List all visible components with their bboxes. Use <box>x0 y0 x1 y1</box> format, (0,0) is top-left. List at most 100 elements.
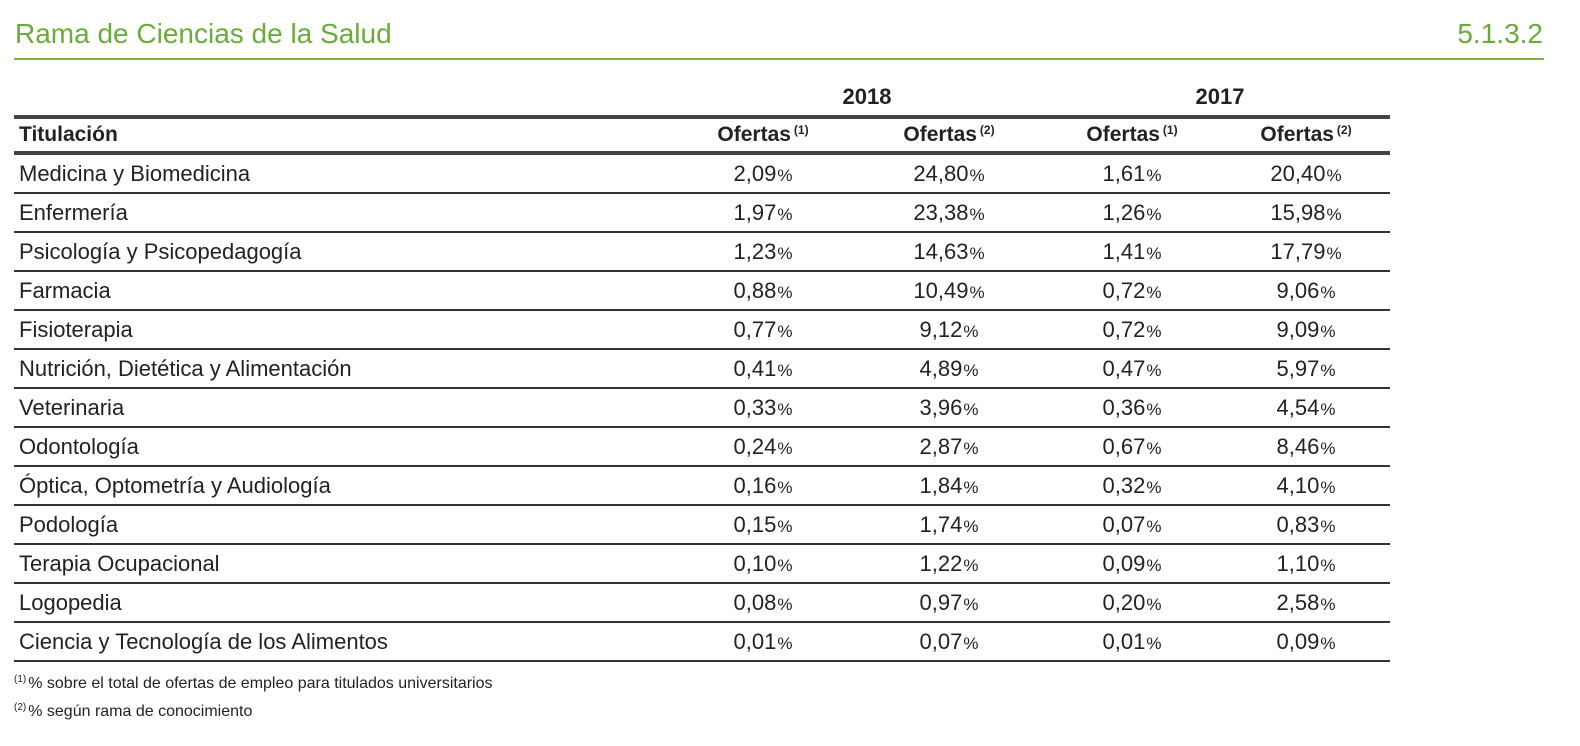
footnote-text: % según rama de conocimiento <box>28 703 253 720</box>
table-row: Psicología y Psicopedagogía 1,23% 14,63% 1,… <box>14 232 1390 272</box>
percentage-value: 0,24 <box>733 433 777 459</box>
percentage-value: 0,09 <box>1102 550 1146 576</box>
percent-sign: % <box>777 633 793 653</box>
percentage-value: 0,07 <box>1102 511 1146 537</box>
offer-percentage-cell: 0,83% <box>1222 505 1390 545</box>
table-row: Farmacia 0,88% 10,49% 0,72% 9,06% <box>14 271 1390 311</box>
percent-sign: % <box>777 438 793 458</box>
column-header-offers-2017-1: Ofertas (1) <box>1042 115 1222 155</box>
page-title: Rama de Ciencias de la Salud <box>15 18 392 49</box>
percentage-value: 0,72 <box>1102 316 1146 342</box>
percent-sign: % <box>1146 282 1162 302</box>
percent-sign: % <box>777 516 793 536</box>
offer-percentage-cell: 0,01% <box>1042 622 1222 662</box>
percent-sign: % <box>1146 555 1162 575</box>
year-2017-label: 2017 <box>1195 84 1245 109</box>
degree-name-cell: Veterinaria <box>14 388 670 428</box>
offer-percentage-cell: 4,54% <box>1222 388 1390 428</box>
table-row: Fisioterapia 0,77% 9,12% 0,72% 9,09% <box>14 310 1390 350</box>
degree-name-cell: Medicina y Biomedicina <box>14 153 670 194</box>
offer-percentage-cell: 3,96% <box>856 388 1042 428</box>
percentage-value: 1,41 <box>1102 238 1146 264</box>
offer-percentage-cell: 0,32% <box>1042 466 1222 506</box>
percentage-value: 10,49 <box>913 277 969 303</box>
offer-percentage-cell: 1,10% <box>1222 544 1390 584</box>
percent-sign: % <box>963 321 979 341</box>
percentage-value: 0,47 <box>1102 355 1146 381</box>
percentage-value: 1,74 <box>919 511 963 537</box>
percent-sign: % <box>963 594 979 614</box>
percentage-value: 0,36 <box>1102 394 1146 420</box>
table-row: Odontología 0,24% 2,87% 0,67% 8,46% <box>14 427 1390 467</box>
percentage-value: 2,09 <box>733 160 777 186</box>
offer-percentage-cell: 0,47% <box>1042 349 1222 389</box>
percentage-value: 2,87 <box>919 433 963 459</box>
percent-sign: % <box>1146 438 1162 458</box>
percentage-value: 0,32 <box>1102 472 1146 498</box>
degree-name-cell: Farmacia <box>14 271 670 311</box>
percent-sign: % <box>1146 204 1162 224</box>
column-header-offers-2018-2: Ofertas (2) <box>856 115 1042 155</box>
percent-sign: % <box>963 555 979 575</box>
offer-percentage-cell: 2,58% <box>1222 583 1390 623</box>
column-header-label: Ofertas <box>1260 123 1334 146</box>
percent-sign: % <box>1320 555 1336 575</box>
offer-percentage-cell: 0,97% <box>856 583 1042 623</box>
percentage-value: 0,83 <box>1276 511 1320 537</box>
degree-name-cell: Fisioterapia <box>14 310 670 350</box>
percent-sign: % <box>969 165 985 185</box>
percent-sign: % <box>1146 477 1162 497</box>
offer-percentage-cell: 1,22% <box>856 544 1042 584</box>
percent-sign: % <box>1326 204 1342 224</box>
percent-sign: % <box>777 399 793 419</box>
degree-name-cell: Odontología <box>14 427 670 467</box>
percentage-value: 8,46 <box>1276 433 1320 459</box>
percent-sign: % <box>1320 399 1336 419</box>
percentage-value: 1,23 <box>733 238 777 264</box>
offer-percentage-cell: 0,01% <box>670 622 856 662</box>
percentage-value: 0,15 <box>733 511 777 537</box>
table-row: Ciencia y Tecnología de los Alimentos 0,0… <box>14 622 1390 662</box>
footnote-mark: (2) <box>14 702 27 713</box>
offer-percentage-cell: 23,38% <box>856 193 1042 233</box>
table-row: Nutrición, Dietética y Alimentación 0,41%… <box>14 349 1390 389</box>
table-row: Enfermería 1,97% 23,38% 1,26% 15,98% <box>14 193 1390 233</box>
offer-percentage-cell: 0,20% <box>1042 583 1222 623</box>
offer-percentage-cell: 0,24% <box>670 427 856 467</box>
percentage-value: 0,10 <box>733 550 777 576</box>
percentage-value: 5,97 <box>1276 355 1320 381</box>
footnote-2: (2)% según rama de conocimiento <box>14 702 493 730</box>
percentage-value: 0,88 <box>733 277 777 303</box>
percent-sign: % <box>969 243 985 263</box>
offer-percentage-cell: 15,98% <box>1222 193 1390 233</box>
table-row: Veterinaria 0,33% 3,96% 0,36% 4,54% <box>14 388 1390 428</box>
percent-sign: % <box>1146 321 1162 341</box>
percentage-value: 1,61 <box>1102 160 1146 186</box>
page-header: Rama de Ciencias de la Salud 5.1.3.2 <box>14 14 1544 60</box>
degree-name-cell: Podología <box>14 505 670 545</box>
offer-percentage-cell: 0,67% <box>1042 427 1222 467</box>
offer-percentage-cell: 1,23% <box>670 232 856 272</box>
percentage-value: 9,09 <box>1276 316 1320 342</box>
offer-percentage-cell: 14,63% <box>856 232 1042 272</box>
percentage-value: 1,26 <box>1102 199 1146 225</box>
offer-percentage-cell: 1,74% <box>856 505 1042 545</box>
column-header-label: Ofertas <box>717 123 791 146</box>
percentage-value: 20,40 <box>1270 160 1326 186</box>
offer-percentage-cell: 0,08% <box>670 583 856 623</box>
offer-percentage-cell: 17,79% <box>1222 232 1390 272</box>
table-row: Podología 0,15% 1,74% 0,07% 0,83% <box>14 505 1390 545</box>
percent-sign: % <box>1326 243 1342 263</box>
percent-sign: % <box>777 360 793 380</box>
offer-percentage-cell: 4,89% <box>856 349 1042 389</box>
offer-percentage-cell: 0,72% <box>1042 271 1222 311</box>
offer-percentage-cell: 2,09% <box>670 153 856 194</box>
offer-percentage-cell: 0,07% <box>856 622 1042 662</box>
offer-percentage-cell: 0,72% <box>1042 310 1222 350</box>
percentage-value: 0,08 <box>733 589 777 615</box>
percent-sign: % <box>1146 399 1162 419</box>
percent-sign: % <box>777 555 793 575</box>
footnote-marker: (1) <box>1162 123 1178 137</box>
offer-percentage-cell: 0,77% <box>670 310 856 350</box>
column-header-label: Ofertas <box>903 123 977 146</box>
